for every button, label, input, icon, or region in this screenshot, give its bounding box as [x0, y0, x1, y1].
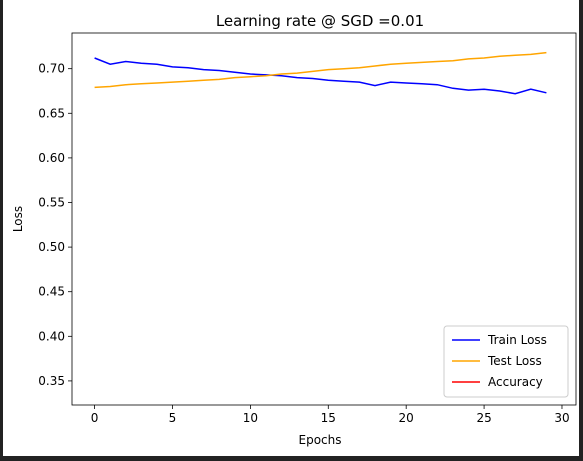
y-tick-label: 0.65: [38, 106, 65, 120]
y-axis-label: Loss: [11, 206, 25, 232]
x-tick-label: 5: [169, 411, 177, 425]
y-tick-label: 0.60: [38, 151, 65, 165]
y-tick-label: 0.45: [38, 285, 65, 299]
plot-frame: [71, 32, 577, 406]
x-tick-label: 15: [321, 411, 336, 425]
line-series: [94, 57, 547, 95]
x-tick-label: 30: [554, 411, 569, 425]
y-tick-label: 0.50: [38, 240, 65, 254]
y-tick-label: 0.70: [38, 62, 65, 76]
line-series: [94, 51, 547, 89]
x-tick-label: 25: [476, 411, 491, 425]
x-tick-label: 0: [91, 411, 99, 425]
x-tick-label: 20: [399, 411, 414, 425]
y-tick-label: 0.55: [38, 195, 65, 209]
legend: Train Loss Test Loss Accuracy: [443, 325, 569, 398]
legend-box: [443, 325, 569, 398]
legend-label: Test Loss: [487, 354, 542, 368]
chart-title: Learning rate @ SGD =0.01: [216, 12, 424, 30]
x-tick-label: 10: [243, 411, 258, 425]
x-axis-label: Epochs: [299, 433, 342, 447]
y-tick-label: 0.40: [38, 329, 65, 343]
legend-label: Accuracy: [488, 375, 543, 389]
legend-label: Train Loss: [487, 333, 547, 347]
y-tick-label: 0.35: [38, 374, 65, 388]
